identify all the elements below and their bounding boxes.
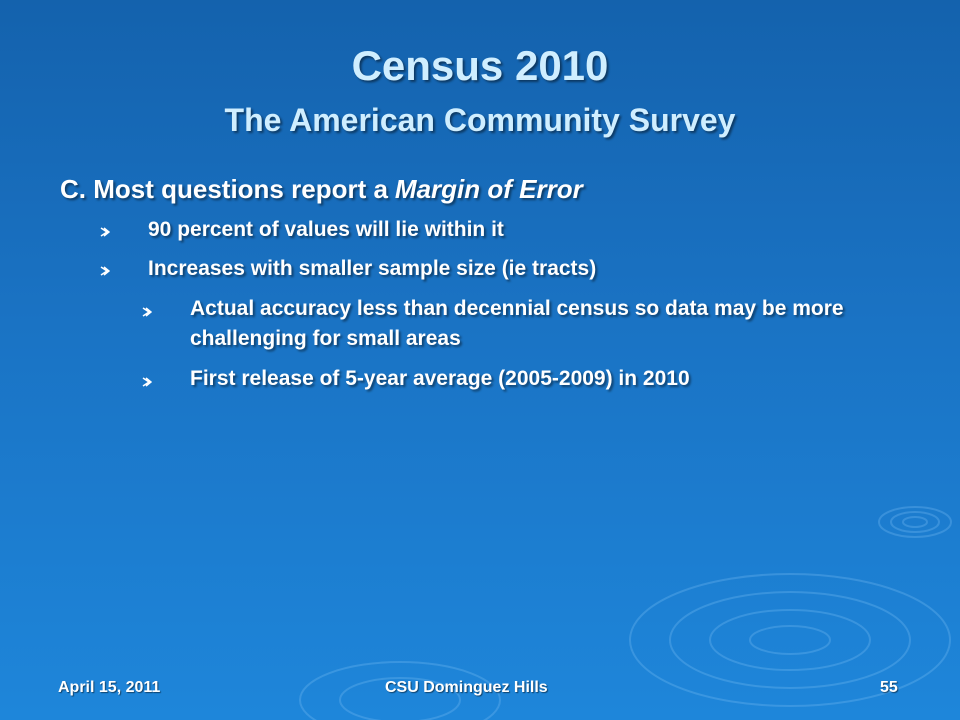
bullet-arrow (142, 307, 152, 317)
footer-organization: CSU Dominguez Hills (385, 679, 548, 696)
heading-emphasis: Margin of Error (394, 174, 583, 204)
page-number: 55 (880, 679, 898, 696)
bullet: Increases with smaller sample size (ie t… (148, 257, 597, 280)
title: Census 2010 (351, 42, 609, 89)
heading-text: C. Most questions report a (60, 174, 388, 204)
sub-bullet: First release of 5-year average (2005-20… (190, 367, 690, 390)
heading: C. Most questions report a Margin of Erro… (60, 174, 583, 205)
sub-bullet: Actual accuracy less than decennial cens… (190, 297, 844, 350)
bullet-arrow (100, 227, 110, 237)
subtitle: The American Community Survey (224, 102, 736, 138)
footer-date: April 15, 2011 (58, 679, 161, 696)
bullet-arrow (100, 266, 110, 276)
bullet: 90 percent of values will lie within it (148, 218, 504, 241)
bullet-arrow (142, 377, 152, 387)
